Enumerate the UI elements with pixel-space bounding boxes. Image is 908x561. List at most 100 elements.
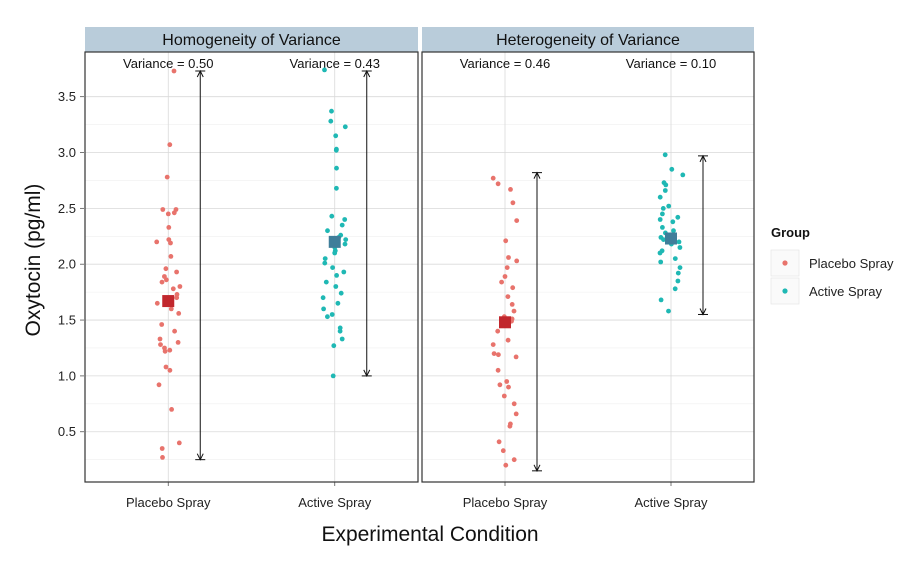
variance-label: Variance = 0.50 bbox=[123, 56, 213, 71]
data-point bbox=[510, 285, 516, 291]
data-point bbox=[504, 265, 510, 270]
range-arrow-head-top bbox=[699, 154, 707, 163]
range-arrow-head-bottom bbox=[533, 464, 541, 472]
data-point bbox=[168, 254, 174, 259]
data-point bbox=[511, 457, 517, 463]
data-point bbox=[491, 351, 497, 356]
mean-marker bbox=[162, 295, 175, 308]
data-point bbox=[660, 225, 665, 230]
data-point bbox=[499, 279, 504, 285]
data-point bbox=[672, 286, 678, 292]
data-point bbox=[154, 300, 160, 306]
data-point bbox=[323, 279, 329, 285]
data-point bbox=[166, 225, 172, 230]
data-point bbox=[658, 297, 664, 303]
data-point bbox=[341, 269, 347, 275]
data-point bbox=[505, 337, 511, 343]
data-point bbox=[514, 258, 520, 264]
data-point bbox=[500, 448, 506, 454]
data-point bbox=[174, 269, 180, 275]
data-point bbox=[342, 217, 348, 222]
data-point bbox=[509, 302, 515, 307]
mean-marker bbox=[499, 316, 511, 329]
legend-dot-placebo bbox=[782, 260, 788, 266]
data-point bbox=[163, 364, 169, 370]
x-tick-label: Placebo Spray bbox=[126, 495, 211, 510]
data-point bbox=[508, 187, 513, 192]
data-point bbox=[333, 284, 339, 289]
data-point bbox=[658, 259, 664, 265]
data-point bbox=[342, 124, 348, 130]
data-point bbox=[675, 270, 681, 276]
group-placebo: Variance = 0.46 Placebo Spray bbox=[460, 56, 550, 510]
facet-panel-1: Homogeneity of Variance Variance = 0.50 Pl… bbox=[84, 27, 419, 510]
data-point bbox=[660, 211, 665, 217]
data-point bbox=[329, 108, 334, 114]
x-tick-label: Placebo Spray bbox=[463, 495, 548, 510]
data-point bbox=[657, 217, 663, 222]
data-point bbox=[510, 200, 516, 206]
data-point bbox=[320, 295, 326, 301]
data-point bbox=[662, 188, 668, 193]
y-tick-label: 0.5 bbox=[58, 424, 76, 439]
data-point bbox=[160, 455, 165, 460]
data-point bbox=[671, 228, 676, 234]
data-point bbox=[672, 256, 678, 261]
data-point bbox=[330, 373, 336, 379]
data-point bbox=[657, 194, 663, 200]
group-active: Variance = 0.10 Active Spray bbox=[626, 56, 716, 510]
data-point bbox=[511, 401, 517, 407]
data-point bbox=[669, 166, 675, 172]
data-point bbox=[677, 265, 683, 270]
data-point bbox=[339, 336, 345, 342]
facet-panel-2: Heterogeneity of Variance Variance = 0.46… bbox=[421, 27, 755, 510]
facet-title: Homogeneity of Variance bbox=[162, 32, 341, 49]
group-placebo: Variance = 0.50 Placebo Spray bbox=[123, 56, 213, 510]
facet-strip bbox=[422, 27, 754, 52]
data-point bbox=[657, 250, 663, 256]
data-point bbox=[514, 218, 520, 224]
data-point bbox=[497, 382, 503, 388]
data-point bbox=[660, 206, 666, 211]
data-point bbox=[331, 343, 337, 349]
variance-label: Variance = 0.10 bbox=[626, 56, 716, 71]
data-point bbox=[335, 300, 341, 306]
x-tick-label: Active Spray bbox=[298, 495, 371, 510]
range-arrow-head-top bbox=[363, 69, 371, 78]
range-arrow-head-bottom bbox=[363, 369, 371, 378]
panel-border bbox=[421, 51, 755, 483]
facet-title: Heterogeneity of Variance bbox=[496, 32, 680, 49]
data-point bbox=[666, 308, 671, 314]
data-point bbox=[670, 219, 676, 225]
data-point bbox=[338, 290, 344, 296]
range-arrow-head-bottom bbox=[196, 453, 204, 461]
data-point bbox=[176, 440, 182, 446]
y-tick-label: 1.5 bbox=[58, 313, 76, 328]
data-point bbox=[329, 312, 335, 317]
x-tick-label: Active Spray bbox=[635, 495, 708, 510]
y-axis-title: Oxytocin (pg/ml) bbox=[22, 184, 45, 337]
data-point bbox=[677, 245, 683, 250]
facet-strip bbox=[85, 27, 418, 52]
data-point bbox=[503, 238, 509, 244]
range-arrow-head-top bbox=[196, 69, 204, 78]
data-point bbox=[330, 265, 335, 270]
legend-dot-active bbox=[782, 288, 788, 294]
variance-label: Variance = 0.43 bbox=[290, 56, 380, 71]
data-point bbox=[175, 340, 181, 345]
y-tick-label: 2.0 bbox=[58, 257, 76, 272]
data-point bbox=[163, 266, 169, 272]
y-tick-label: 1.0 bbox=[58, 368, 76, 383]
data-point bbox=[662, 152, 668, 158]
data-point bbox=[176, 311, 182, 316]
data-point bbox=[511, 308, 517, 314]
data-point bbox=[169, 407, 175, 412]
data-point bbox=[322, 67, 327, 73]
data-point bbox=[174, 295, 180, 301]
data-point bbox=[496, 352, 501, 358]
data-point bbox=[513, 354, 519, 360]
data-point bbox=[321, 306, 326, 312]
data-point bbox=[490, 342, 496, 347]
panel-border bbox=[84, 51, 419, 483]
